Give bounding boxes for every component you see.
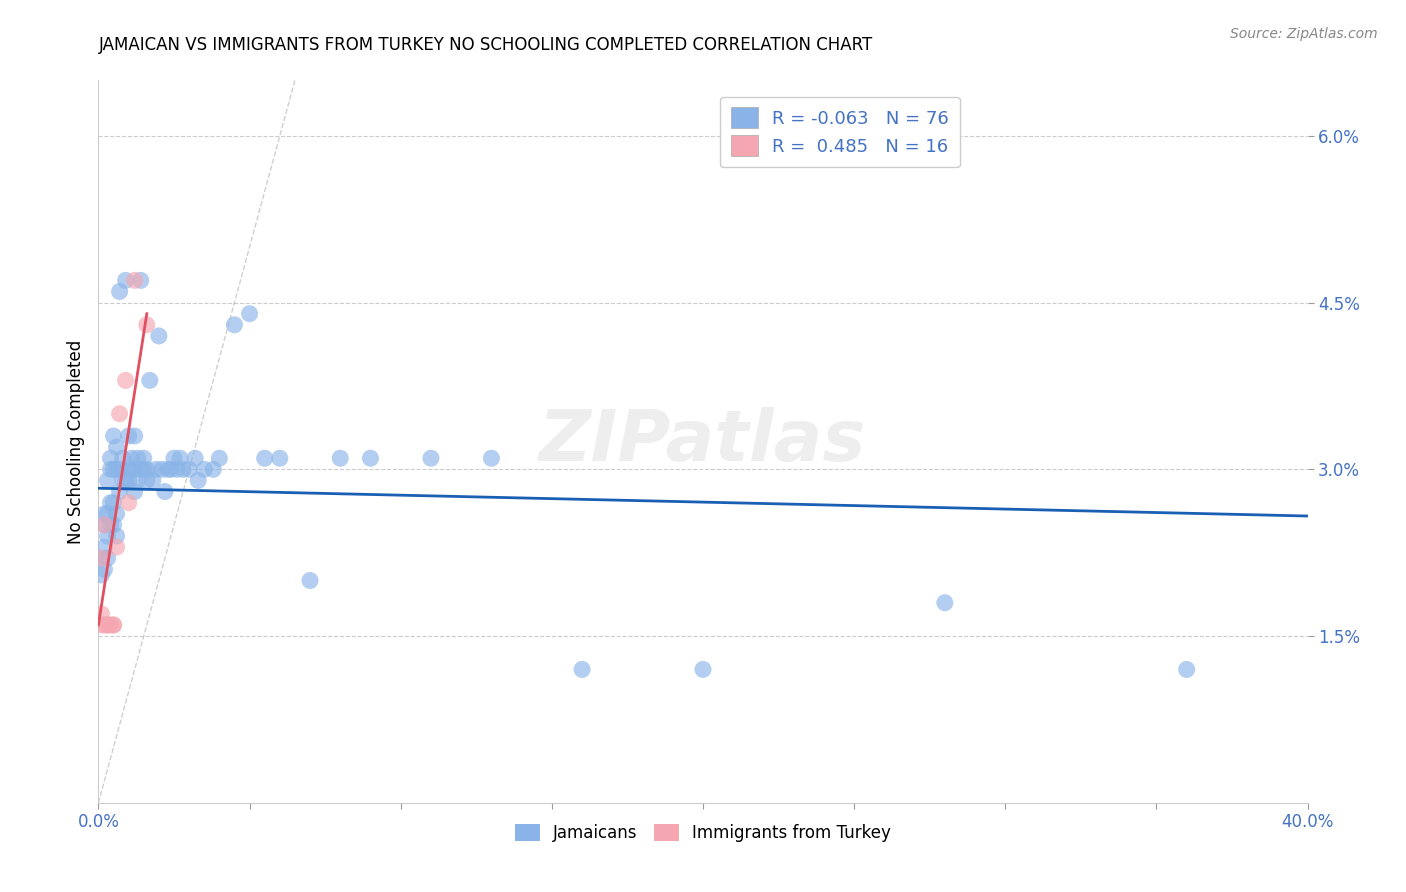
- Point: [208, 451, 231, 466]
- Point: [121, 451, 143, 466]
- Point: [100, 462, 122, 476]
- Point: [135, 462, 157, 476]
- Point: [127, 451, 149, 466]
- Point: [934, 596, 956, 610]
- Point: [90, 568, 112, 582]
- Point: [103, 462, 125, 476]
- Point: [108, 462, 131, 476]
- Point: [121, 462, 143, 476]
- Point: [127, 474, 149, 488]
- Point: [132, 451, 155, 466]
- Text: JAMAICAN VS IMMIGRANTS FROM TURKEY NO SCHOOLING COMPLETED CORRELATION CHART: JAMAICAN VS IMMIGRANTS FROM TURKEY NO SC…: [98, 36, 873, 54]
- Point: [224, 318, 246, 332]
- Point: [114, 273, 136, 287]
- Point: [172, 462, 194, 476]
- Point: [96, 618, 118, 632]
- Point: [329, 451, 352, 466]
- Point: [179, 462, 201, 476]
- Point: [105, 462, 128, 476]
- Point: [108, 484, 131, 499]
- Point: [184, 451, 207, 466]
- Point: [118, 496, 141, 510]
- Point: [100, 451, 122, 466]
- Point: [108, 285, 131, 299]
- Point: [103, 496, 125, 510]
- Point: [692, 662, 714, 676]
- Point: [193, 462, 215, 476]
- Point: [100, 517, 122, 532]
- Point: [105, 540, 128, 554]
- Text: Source: ZipAtlas.com: Source: ZipAtlas.com: [1230, 27, 1378, 41]
- Point: [132, 462, 155, 476]
- Point: [105, 507, 128, 521]
- Point: [103, 429, 125, 443]
- Point: [1175, 662, 1198, 676]
- Point: [150, 462, 173, 476]
- Point: [103, 517, 125, 532]
- Point: [93, 507, 115, 521]
- Point: [169, 451, 191, 466]
- Point: [156, 462, 179, 476]
- Point: [299, 574, 322, 588]
- Point: [90, 551, 112, 566]
- Point: [239, 307, 262, 321]
- Point: [129, 462, 152, 476]
- Point: [96, 529, 118, 543]
- Point: [103, 618, 125, 632]
- Point: [118, 462, 141, 476]
- Point: [135, 474, 157, 488]
- Point: [100, 618, 122, 632]
- Point: [96, 551, 118, 566]
- Point: [253, 451, 276, 466]
- Point: [118, 474, 141, 488]
- Point: [360, 451, 382, 466]
- Point: [571, 662, 593, 676]
- Point: [114, 373, 136, 387]
- Point: [111, 474, 134, 488]
- Point: [93, 540, 115, 554]
- Point: [153, 484, 176, 499]
- Point: [124, 429, 146, 443]
- Point: [96, 507, 118, 521]
- Point: [129, 273, 152, 287]
- Point: [135, 318, 157, 332]
- Point: [105, 529, 128, 543]
- Point: [90, 607, 112, 621]
- Point: [93, 618, 115, 632]
- Point: [96, 618, 118, 632]
- Point: [96, 474, 118, 488]
- Point: [90, 551, 112, 566]
- Point: [160, 462, 183, 476]
- Point: [100, 496, 122, 510]
- Point: [187, 474, 209, 488]
- Point: [202, 462, 225, 476]
- Point: [148, 329, 170, 343]
- Point: [105, 440, 128, 454]
- Point: [118, 429, 141, 443]
- Point: [420, 451, 443, 466]
- Point: [93, 517, 115, 532]
- Point: [269, 451, 291, 466]
- Point: [111, 451, 134, 466]
- Point: [124, 273, 146, 287]
- Point: [93, 562, 115, 576]
- Point: [108, 407, 131, 421]
- Point: [166, 462, 188, 476]
- Point: [124, 462, 146, 476]
- Point: [139, 373, 162, 387]
- Text: ZIPatlas: ZIPatlas: [540, 407, 866, 476]
- Point: [90, 618, 112, 632]
- Point: [93, 517, 115, 532]
- Point: [163, 451, 186, 466]
- Legend: Jamaicans, Immigrants from Turkey: Jamaicans, Immigrants from Turkey: [508, 817, 898, 848]
- Point: [481, 451, 503, 466]
- Y-axis label: No Schooling Completed: No Schooling Completed: [66, 340, 84, 543]
- Point: [114, 474, 136, 488]
- Point: [142, 474, 165, 488]
- Point: [103, 618, 125, 632]
- Point: [124, 484, 146, 499]
- Point: [145, 462, 167, 476]
